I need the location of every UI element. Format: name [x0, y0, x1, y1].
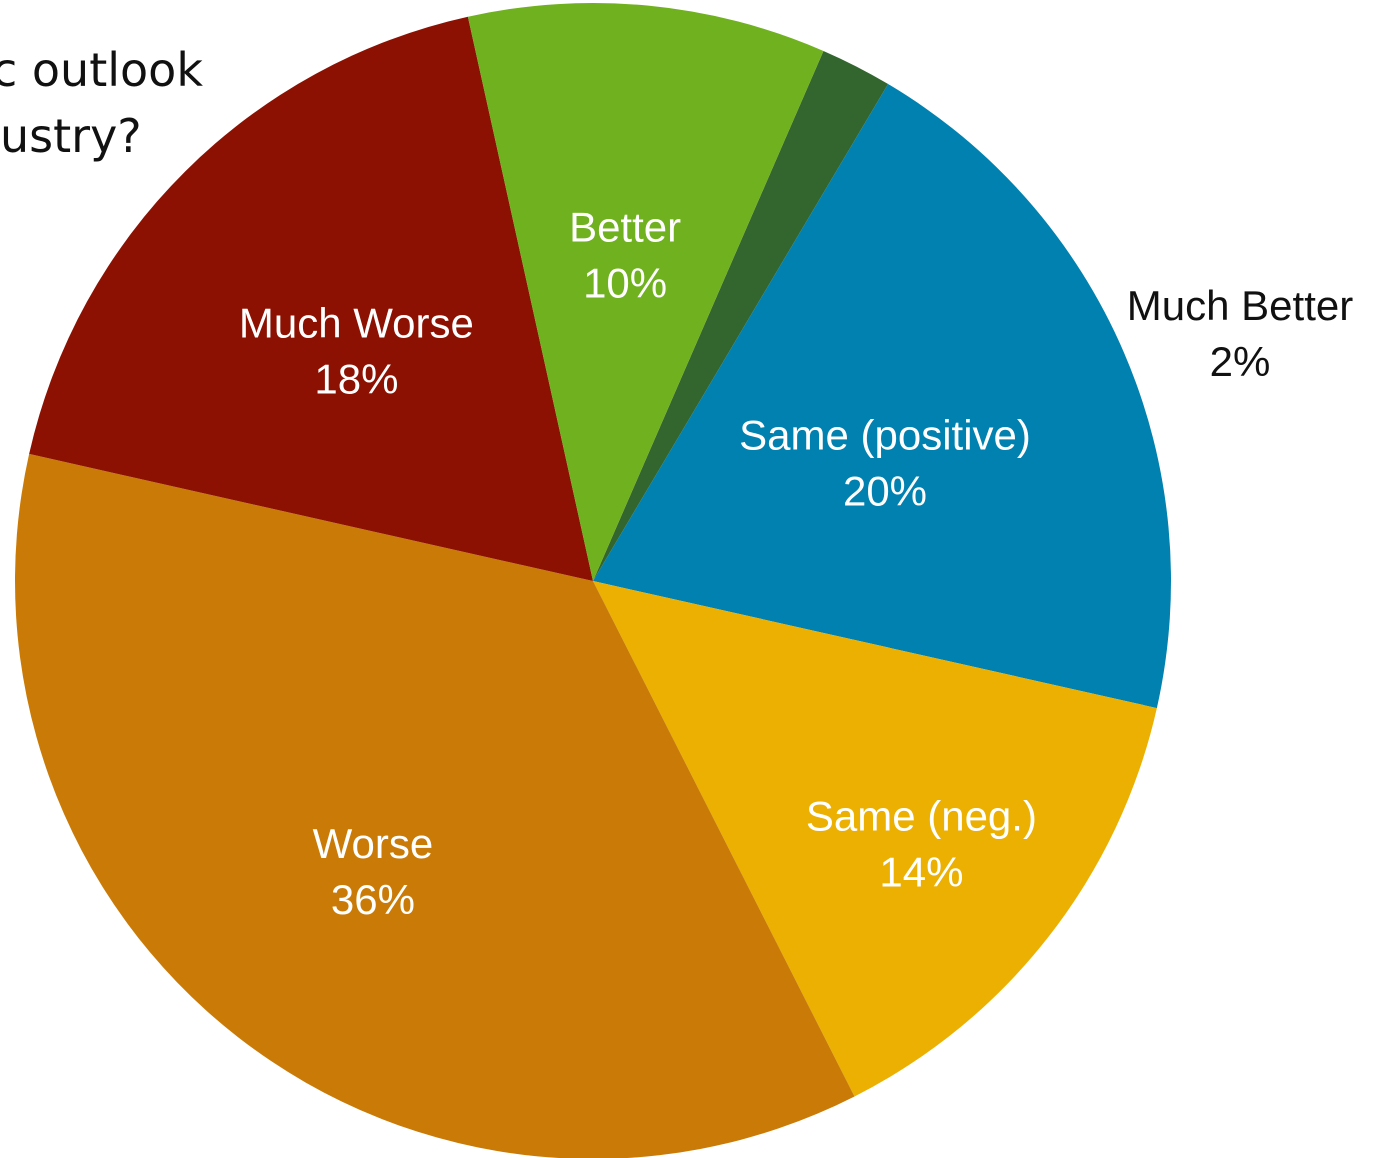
pie-label-much-better: Much Better 2% [1127, 282, 1353, 385]
slice-category-label: Same (positive) [739, 411, 1031, 458]
slice-category-label: Better [569, 203, 681, 250]
slice-percent-label: 36% [331, 876, 415, 923]
question-line-1: c outlook [0, 43, 203, 97]
slice-percent-label: 2% [1210, 338, 1271, 385]
slice-category-label: Much Worse [239, 300, 474, 347]
slice-percent-label: 18% [314, 356, 398, 403]
slice-percent-label: 14% [879, 849, 963, 896]
slice-percent-label: 20% [843, 467, 927, 514]
slice-percent-label: 10% [583, 259, 667, 306]
slice-category-label: Same (neg.) [806, 793, 1037, 840]
question-line-2: ustry? [0, 109, 142, 163]
slice-category-label: Worse [313, 820, 434, 867]
question-text: c outlook ustry? [0, 43, 203, 163]
slice-category-label: Much Better [1127, 282, 1353, 329]
pie-slices [15, 3, 1171, 1158]
